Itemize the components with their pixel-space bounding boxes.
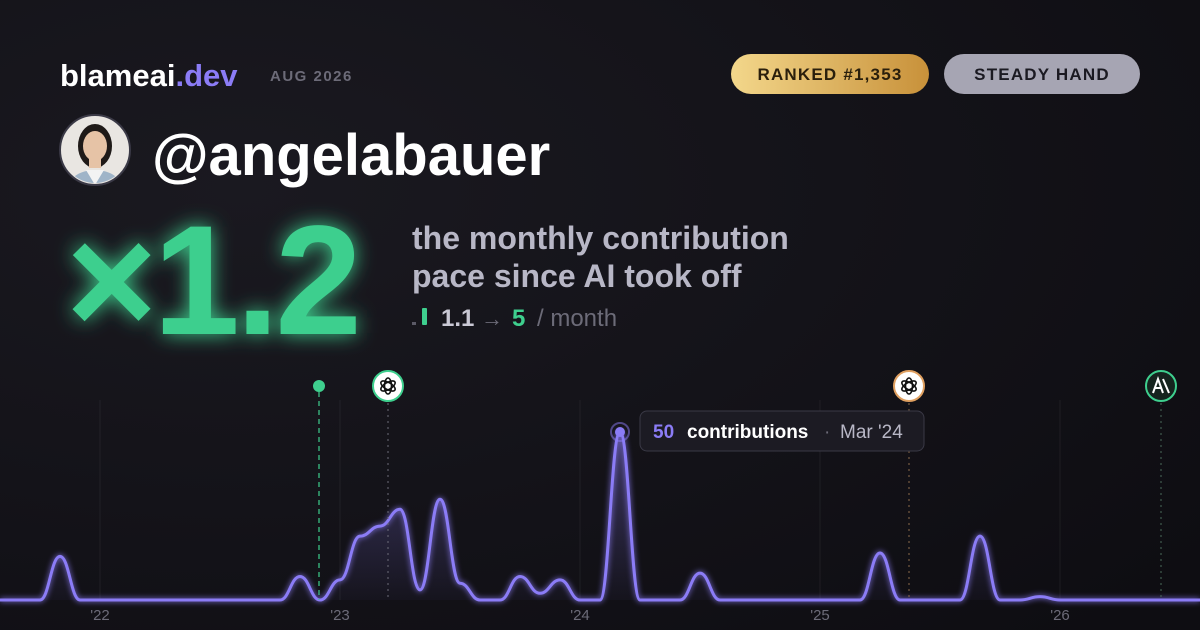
tooltip-date: Mar '24 <box>840 422 903 443</box>
peak-dot <box>615 427 625 437</box>
x-tick-label: '24 <box>570 607 590 624</box>
x-tick-label: '22 <box>90 607 110 624</box>
caption-line: the monthly contribution <box>412 220 789 256</box>
before-bar <box>412 322 416 325</box>
date: AUG 2026 <box>270 68 353 85</box>
event-markers <box>313 370 1177 600</box>
rank-badge-text: RANKED #1,353 <box>757 65 902 84</box>
style-badge <box>944 54 1140 94</box>
brand-name: blameai <box>60 58 175 93</box>
arrow: → <box>481 306 503 331</box>
handle: @angelabauer <box>152 123 550 188</box>
rank-badge <box>731 54 929 94</box>
unit: / month <box>537 305 617 332</box>
style-badge-text: STEADY HAND <box>974 65 1110 84</box>
x-tick-label: '23 <box>330 607 350 624</box>
multiplier: ×1.2 <box>66 194 358 368</box>
tooltip-value: 50 <box>653 422 674 443</box>
tooltip: 50 contributions · Mar '24 <box>639 410 925 452</box>
tooltip-label: contributions <box>687 422 808 443</box>
before-value: 1.1 <box>441 305 474 332</box>
avatar <box>59 114 131 186</box>
after-bar <box>422 308 427 325</box>
tooltip-separator: · <box>824 422 830 443</box>
line <box>0 430 1200 602</box>
after-value: 5 <box>512 305 525 332</box>
x-tick-label: '25 <box>810 607 830 624</box>
x-tick-label: '26 <box>1050 607 1070 624</box>
brand-tld: .dev <box>175 58 238 93</box>
peak-ring <box>610 422 630 442</box>
brand: blameai.dev <box>60 58 238 93</box>
caption-line: pace since AI took off <box>412 258 742 294</box>
